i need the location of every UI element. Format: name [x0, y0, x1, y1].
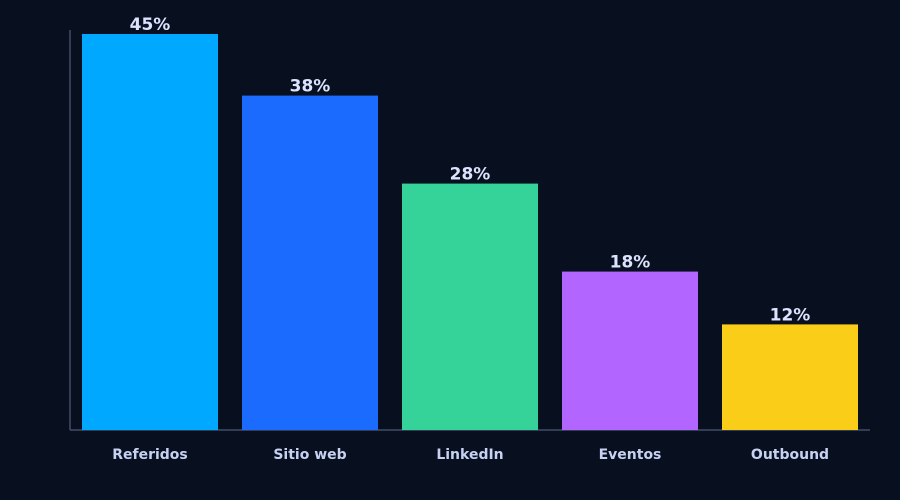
- value-label-linkedin: 28%: [450, 165, 491, 185]
- category-label-eventos: Eventos: [599, 447, 662, 463]
- value-label-outbound: 12%: [770, 305, 811, 325]
- category-label-referidos: Referidos: [112, 447, 188, 463]
- bar-outbound: [722, 324, 858, 430]
- bar-linkedin: [402, 183, 538, 430]
- value-labels-group: 45% 38% 28% 18% 12%: [130, 15, 811, 325]
- value-label-referidos: 45%: [130, 15, 171, 35]
- category-label-sitio-web: Sitio web: [273, 447, 346, 463]
- bar-eventos: [562, 271, 698, 430]
- bars-group: [82, 34, 858, 430]
- category-label-outbound: Outbound: [751, 447, 829, 463]
- value-label-sitio-web: 38%: [290, 77, 331, 97]
- bar-sitio-web: [242, 95, 378, 430]
- category-labels-group: Referidos Sitio web LinkedIn Eventos Outboun…: [112, 447, 829, 463]
- category-label-linkedin: LinkedIn: [436, 447, 503, 463]
- value-label-eventos: 18%: [610, 253, 651, 273]
- bar-referidos: [82, 34, 218, 430]
